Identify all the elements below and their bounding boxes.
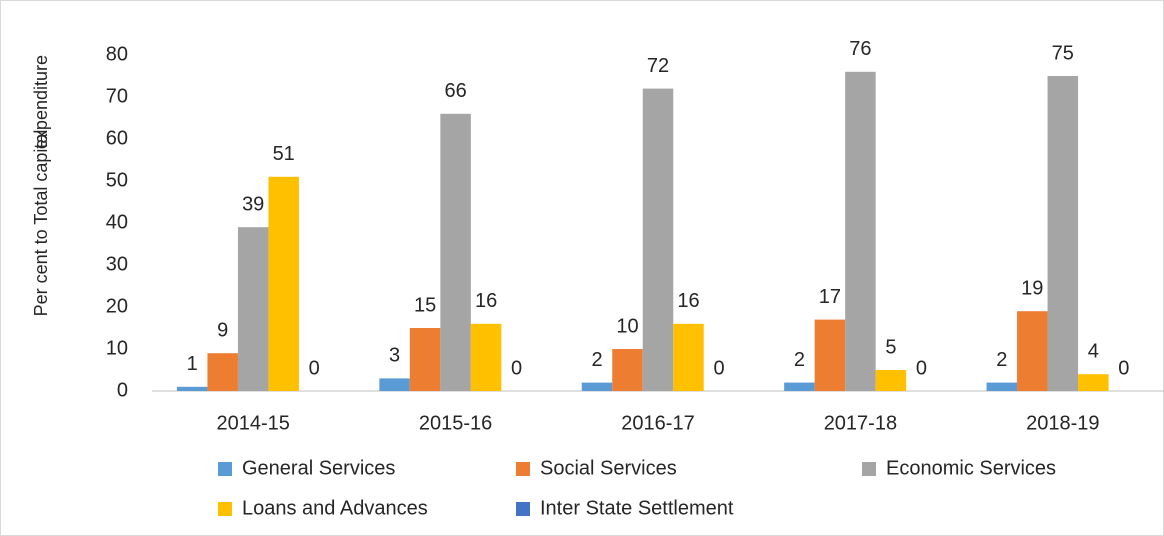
y-tick-label: 30 [106, 253, 128, 275]
data-label: 16 [677, 290, 699, 312]
x-tick-label: 2018-19 [1026, 412, 1099, 434]
data-label: 19 [1021, 277, 1043, 299]
bar [673, 323, 704, 391]
bar [784, 382, 815, 391]
legend-label: Social Services [540, 457, 677, 479]
data-label: 2 [591, 349, 602, 371]
y-tick-label: 60 [106, 127, 128, 149]
legend-label: Inter State Settlement [540, 497, 734, 519]
bar [814, 319, 846, 391]
y-tick-label: 50 [106, 169, 128, 191]
data-label: 4 [1088, 340, 1099, 362]
bar [176, 386, 208, 391]
bar [986, 382, 1018, 391]
y-axis-label: Per cent to Total capital [31, 130, 51, 317]
data-label: 10 [616, 315, 638, 337]
bar [1017, 311, 1048, 391]
data-label: 76 [849, 38, 871, 60]
data-label: 0 [916, 357, 927, 379]
bar [207, 353, 238, 391]
y-axis-label: expenditure [31, 55, 51, 149]
data-label: 17 [819, 286, 841, 308]
legend-swatch [862, 462, 876, 476]
x-tick-label: 2014-15 [216, 412, 289, 434]
legend-label: Loans and Advances [242, 497, 428, 519]
data-label: 2 [996, 349, 1007, 371]
legend-swatch [516, 462, 530, 476]
bar [237, 227, 269, 391]
bar [612, 349, 643, 391]
legend-swatch [516, 502, 530, 516]
bar [1047, 76, 1079, 391]
legend-label: General Services [242, 457, 395, 479]
data-label: 66 [444, 80, 466, 102]
data-label: 0 [1118, 357, 1129, 379]
y-tick-label: 80 [106, 43, 128, 65]
bar [379, 378, 410, 391]
data-label: 16 [475, 290, 497, 312]
y-tick-label: 0 [117, 379, 128, 401]
bar [268, 176, 299, 391]
y-tick-label: 70 [106, 85, 128, 107]
data-label: 0 [309, 357, 320, 379]
y-tick-label: 40 [106, 211, 128, 233]
data-label: 72 [647, 55, 669, 77]
data-label: 75 [1052, 42, 1074, 64]
x-tick-label: 2015-16 [419, 412, 492, 434]
legend-label: Economic Services [886, 457, 1056, 479]
y-tick-label: 20 [106, 295, 128, 317]
data-label: 51 [273, 143, 295, 165]
bar [409, 328, 441, 391]
bar [470, 323, 502, 391]
bar [440, 113, 471, 392]
bar [845, 71, 876, 392]
x-tick-label: 2016-17 [621, 412, 694, 434]
bar [642, 88, 674, 391]
data-label: 5 [885, 336, 896, 358]
data-label: 1 [187, 353, 198, 375]
bar [1078, 374, 1109, 391]
data-label: 0 [713, 357, 724, 379]
data-label: 0 [511, 357, 522, 379]
bar [581, 382, 613, 391]
data-label: 3 [389, 345, 400, 367]
data-label: 9 [217, 319, 228, 341]
data-label: 39 [242, 193, 264, 215]
bar [875, 370, 907, 391]
data-label: 15 [414, 294, 436, 316]
x-tick-label: 2017-18 [824, 412, 897, 434]
y-tick-label: 10 [106, 337, 128, 359]
legend-swatch [218, 502, 232, 516]
data-label: 2 [794, 349, 805, 371]
legend-swatch [218, 462, 232, 476]
